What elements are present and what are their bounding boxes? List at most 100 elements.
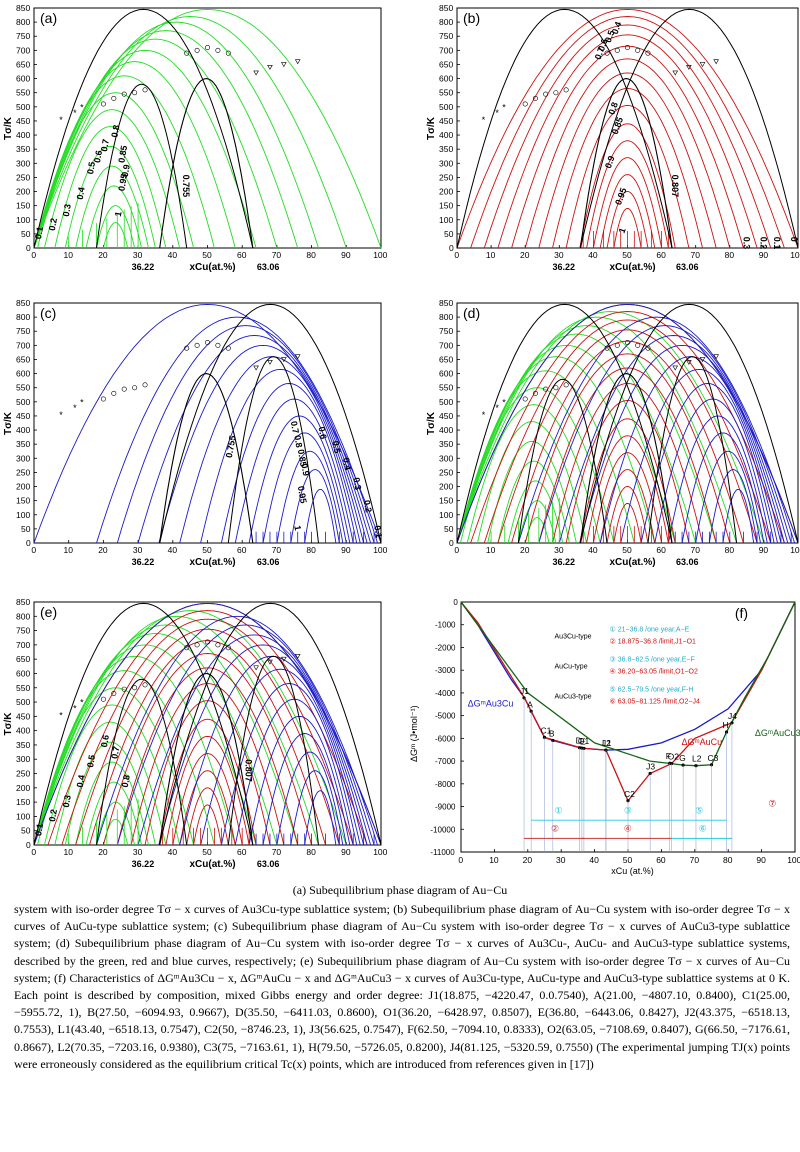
y-tick-label: 350 (439, 439, 453, 449)
plot-frame (33, 7, 382, 249)
exp-point-circle (614, 47, 620, 53)
iso-order-curve (538, 367, 717, 544)
exp-point-circle (553, 385, 559, 391)
y-tick-label: 0 (453, 598, 458, 607)
exp-point-circle (532, 390, 538, 396)
iso-order-curve (290, 770, 340, 846)
iso-order-curve (75, 761, 149, 846)
iso-label: 0.5 (85, 161, 97, 175)
y-tick-label: 200 (439, 187, 453, 197)
x-tick-label: 100 (790, 545, 800, 555)
y-tick-label: 850 (16, 298, 30, 308)
y-tick-label: -1000 (435, 621, 456, 630)
iso-order-curve (102, 653, 313, 846)
exp-point-star: * (73, 703, 77, 713)
legend-item: ③ 36.8−62.5 /one year,E−F (610, 656, 695, 664)
iso-label: 0.2 (758, 237, 768, 250)
panel-e: 0 10 20 30 40 50 60 70 80 90 100 0 50 100 150 200 250 300… (3, 597, 388, 870)
caption-title: (a) Subequilibrium phase diagram of Au−C… (292, 883, 508, 897)
exp-point-circle (205, 340, 211, 346)
iso-label: 0.6 (99, 734, 111, 748)
mark-label: 36.22 (553, 557, 576, 567)
exp-point-circle (635, 47, 641, 53)
iso-order-curve (234, 698, 354, 846)
y-tick-label: -4000 (435, 689, 456, 698)
x-tick-label: 80 (306, 250, 316, 260)
iso-label: 0.7 (289, 420, 301, 434)
exp-point-triangle (686, 359, 692, 365)
x-tick-label: 60 (237, 250, 247, 260)
iso-order-curve (64, 741, 156, 846)
range-label: ③ (624, 805, 632, 815)
x-tick-label: 90 (341, 250, 351, 260)
iso-order-curve (172, 753, 243, 846)
y-tick-label: 250 (16, 467, 30, 477)
range-label: ⑥ (699, 824, 707, 834)
iso-order-curve (579, 418, 676, 544)
iso-order-curve (722, 488, 755, 544)
exp-point-star: * (73, 108, 77, 118)
x-tick-label: 0 (31, 847, 36, 857)
iso-order-curve (64, 145, 156, 249)
x-tick-label: 0 (458, 855, 463, 865)
legend-item: ① 21−36.8 /one year,A−E (610, 626, 690, 634)
exp-point-triangle (281, 62, 287, 68)
exp-point-circle (522, 101, 528, 107)
iso-label: 0.7 (99, 138, 111, 152)
exp-point-circle (132, 685, 138, 691)
y-tick-label: 600 (439, 369, 453, 379)
iso-label: 0.3 (351, 477, 363, 491)
x-tick-label: 90 (759, 545, 769, 555)
iso-label: 0.1 (772, 237, 782, 250)
range-label: ② (551, 824, 559, 834)
legend-item: ② 18.875−36.8 /limit,J1−O1 (610, 638, 697, 646)
iso-order-curve (220, 383, 358, 544)
x-tick-label: 10 (486, 545, 496, 555)
iso-label: 0.85 (610, 116, 625, 136)
y-tick-label: 850 (16, 3, 30, 13)
iso-label: 0.3 (61, 203, 73, 217)
y-tick-label: 500 (439, 102, 453, 112)
exp-point-star: * (502, 397, 506, 407)
figure: 0 10 20 30 40 50 60 70 80 90 100050100150200250300… (3, 3, 800, 876)
x-tick-label: 40 (168, 847, 178, 857)
point-label: G (679, 753, 686, 763)
point-label: J2 (602, 738, 611, 748)
iso-label: 0.95 (116, 173, 129, 192)
iso-label: 0.95 (296, 485, 309, 504)
exp-point-circle (132, 385, 138, 391)
x-tick-label: 10 (489, 855, 499, 865)
x-axis-label: xCu(at.%) (610, 557, 656, 568)
iso-label: 0.6 (317, 426, 329, 440)
y-tick-label: 250 (439, 467, 453, 477)
y-tick-label: 400 (16, 130, 30, 140)
exp-point-circle (624, 340, 630, 346)
boundary-curve (227, 356, 319, 544)
y-tick-label: 600 (16, 74, 30, 84)
x-tick-label: 10 (64, 545, 74, 555)
exp-point-star: * (73, 403, 77, 413)
x-tick-label: 30 (133, 545, 143, 555)
point-label: E (580, 736, 586, 746)
y-tick-label: 300 (439, 453, 453, 463)
iso-order-curve (667, 415, 768, 544)
exp-point-star: * (502, 102, 506, 112)
iso-order-curve (144, 700, 271, 846)
iso-order-curve (262, 733, 347, 846)
exp-point-circle (100, 396, 106, 402)
y-tick-label: 100 (16, 811, 30, 821)
iso-order-curve (640, 383, 775, 544)
iso-order-curve (116, 624, 375, 846)
y-tick-label: -11000 (430, 848, 455, 857)
legend-item: ⑥ 63.05−81.125 /limit,O2−J4 (610, 698, 700, 706)
boundary-curve (579, 78, 673, 249)
y-tick-label: 200 (16, 783, 30, 793)
iso-order-curve (586, 140, 669, 249)
iso-label: 0 (789, 237, 799, 242)
y-axis-label: ΔGᵐ (J•mol⁻¹) (409, 705, 419, 762)
exp-point-circle (205, 639, 211, 645)
exp-point-triangle (699, 357, 706, 363)
iso-order-curve (524, 353, 731, 544)
y-tick-label: 600 (439, 74, 453, 84)
exp-point-circle (121, 91, 127, 97)
